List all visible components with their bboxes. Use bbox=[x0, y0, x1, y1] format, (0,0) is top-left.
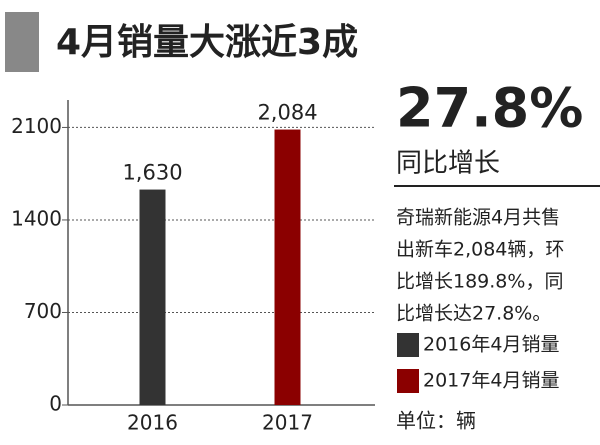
bar bbox=[274, 129, 301, 405]
bar bbox=[139, 189, 166, 405]
unit-note: 单位：辆 bbox=[396, 409, 476, 433]
title-icon bbox=[5, 12, 39, 72]
y-tick-label: 0 bbox=[49, 392, 62, 416]
headline: 27.8% bbox=[396, 77, 583, 140]
description-line: 比增长达27.8%。 bbox=[396, 303, 551, 325]
legend-swatch bbox=[397, 333, 419, 357]
legend-swatch bbox=[397, 369, 419, 393]
description-line: 比增长189.8%，同 bbox=[396, 271, 563, 293]
value-label: 2,084 bbox=[257, 101, 317, 125]
y-tick-label: 1400 bbox=[11, 206, 62, 230]
y-tick-label: 700 bbox=[24, 299, 62, 323]
y-tick-label: 2100 bbox=[11, 114, 62, 138]
value-label: 1,630 bbox=[122, 161, 182, 185]
description-line: 出新车2,084辆，环 bbox=[396, 239, 564, 261]
description-line: 奇瑞新能源4月共售 bbox=[396, 207, 560, 229]
legend-label: 2017年4月销量 bbox=[423, 370, 559, 392]
x-tick-label: 2017 bbox=[262, 411, 313, 435]
x-tick-label: 2016 bbox=[127, 411, 178, 435]
legend-label: 2016年4月销量 bbox=[423, 334, 559, 356]
headline-caption: 同比增长 bbox=[396, 149, 500, 179]
chart-title: 4月销量大涨近3成 bbox=[56, 22, 358, 63]
